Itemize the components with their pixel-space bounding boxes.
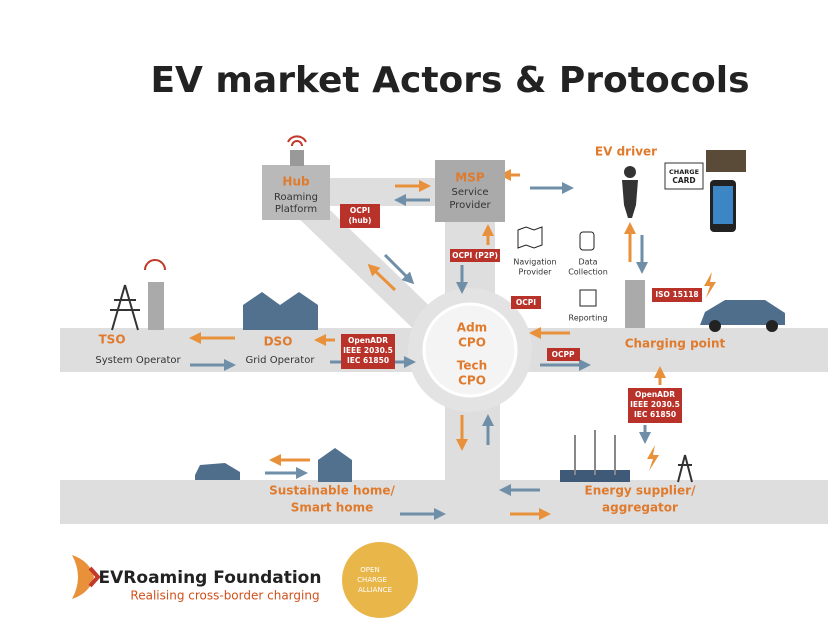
title: EV market Actors & Protocols xyxy=(150,60,749,101)
shape xyxy=(580,290,596,306)
shape xyxy=(647,445,659,471)
actor-desc: System Operator xyxy=(95,355,181,366)
protocol: OCPI xyxy=(516,298,536,307)
protocol: OCPI xyxy=(350,206,370,215)
protocol: OpenADR xyxy=(348,336,388,345)
cpo-label: Adm xyxy=(457,321,487,335)
protocols: OCPI (hub) OCPI (P2P) OCPI ISO 15118 Ope… xyxy=(340,204,702,423)
actor-name: aggregator xyxy=(602,501,678,515)
actor-desc: Platform xyxy=(275,204,317,215)
service: Reporting xyxy=(569,314,608,323)
protocol: IEC 61850 xyxy=(634,410,676,419)
cpo-label: CPO xyxy=(458,374,486,388)
actor-name: Sustainable home/ xyxy=(269,484,395,498)
footer: EVRoaming Foundation Realising cross-bor… xyxy=(72,542,418,618)
actor-desc: Service xyxy=(452,187,489,198)
actor-desc: Provider xyxy=(449,200,491,211)
shape xyxy=(624,166,636,178)
shape xyxy=(706,150,746,172)
actor-name: MSP xyxy=(455,171,485,185)
shape xyxy=(704,272,716,298)
shape xyxy=(518,227,542,248)
partner: ALLIANCE xyxy=(358,586,392,594)
shape xyxy=(288,136,306,146)
actor-name: EV driver xyxy=(595,145,657,159)
service: Provider xyxy=(519,268,553,277)
cpo-label: CPO xyxy=(458,336,486,350)
service: Data xyxy=(578,258,597,267)
service: Collection xyxy=(568,268,608,277)
shape xyxy=(145,260,165,270)
protocol: OCPI (P2P) xyxy=(452,251,498,260)
actor-name: Charging point xyxy=(625,337,726,351)
protocol: ISO 15118 xyxy=(655,290,698,299)
card-text: CARD xyxy=(672,176,695,185)
shape xyxy=(766,320,778,332)
shape xyxy=(625,280,645,328)
actor-desc: Grid Operator xyxy=(246,355,316,366)
partner: OPEN xyxy=(360,566,379,574)
shape xyxy=(622,180,638,218)
shape xyxy=(678,455,692,482)
shape xyxy=(72,555,94,599)
shape xyxy=(110,285,140,330)
protocol: IEEE 2030.5 xyxy=(343,346,393,355)
actor-desc: Roaming xyxy=(274,192,318,203)
actor-name: Energy supplier/ xyxy=(585,484,697,498)
shape xyxy=(195,463,240,480)
partner: CHARGE xyxy=(357,576,387,584)
protocol: IEEE 2030.5 xyxy=(630,400,680,409)
protocol: IEC 61850 xyxy=(347,356,389,365)
cpo-label: Tech xyxy=(457,359,487,373)
protocol: (hub) xyxy=(349,216,372,225)
tagline: Realising cross-border charging xyxy=(130,589,319,603)
actor-name: Smart home xyxy=(291,501,374,515)
shape xyxy=(290,150,304,166)
shape xyxy=(318,448,352,482)
service: Navigation xyxy=(513,258,556,267)
card-text: CHARGE xyxy=(669,168,699,176)
actor-name: TSO xyxy=(98,333,125,347)
shape xyxy=(580,232,594,250)
shape xyxy=(713,186,733,224)
actor-name: DSO xyxy=(264,335,293,349)
shape xyxy=(575,430,615,475)
actor-name: Hub xyxy=(282,175,310,189)
protocol: OCPP xyxy=(552,350,575,359)
shape xyxy=(709,320,721,332)
shape xyxy=(60,480,828,524)
shape xyxy=(148,282,164,330)
shape xyxy=(243,292,318,330)
page: EV market Actors & Protocols Hub Roaming… xyxy=(0,0,828,618)
protocol: OpenADR xyxy=(635,390,675,399)
org-name: EVRoaming Foundation xyxy=(99,568,322,588)
